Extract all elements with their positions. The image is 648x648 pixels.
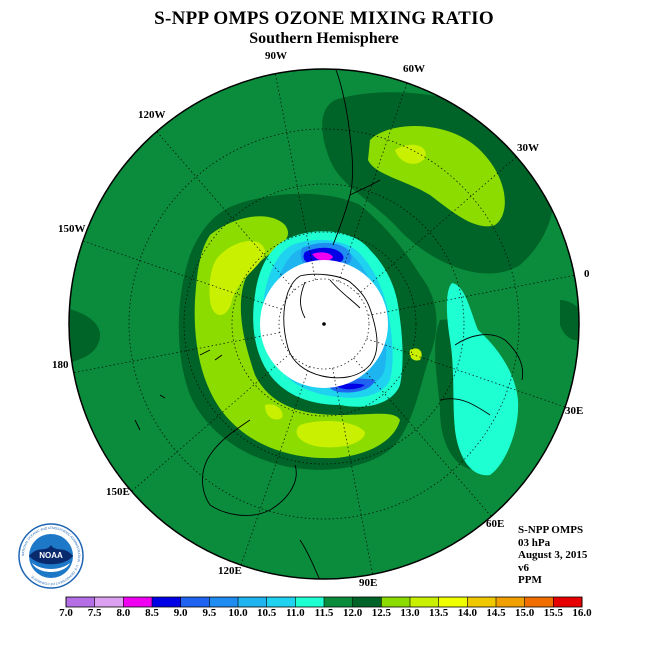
- lon-label-120w: 120W: [138, 109, 166, 121]
- colorbar-label: 13.5: [429, 607, 449, 619]
- yellow-green-ring-s: [296, 420, 365, 448]
- lon-label-90w: 90W: [265, 50, 287, 62]
- logo-text: NOAA: [39, 551, 63, 560]
- lon-label-90e: 90E: [359, 577, 378, 589]
- colorbar-label: 10.0: [228, 607, 248, 619]
- info-block: S-NPP OMPS 03 hPa August 3, 2015 v6 PPM: [518, 524, 587, 587]
- dark-green-west: [69, 306, 100, 364]
- map-border: [68, 68, 580, 580]
- colorbar-label: 9.0: [173, 607, 188, 619]
- map-title: S-NPP OMPS OZONE MIXING RATIO: [154, 8, 494, 29]
- pole-dot: [322, 322, 326, 326]
- colorbar-label: 9.5: [202, 607, 217, 619]
- yellow-green-ring-w: [209, 240, 265, 315]
- colorbar-label: 15.5: [543, 607, 563, 619]
- colorbar-label: 14.5: [486, 607, 506, 619]
- colorbar-label: 12.5: [371, 607, 391, 619]
- colorbar-label: 8.5: [145, 607, 159, 619]
- ozone-field: [69, 69, 579, 579]
- graticule: [128, 128, 520, 520]
- lon-label-30e: 30E: [565, 405, 584, 417]
- colorbar-label: 15.0: [515, 607, 535, 619]
- colorbar-label: 13.0: [400, 607, 420, 619]
- vortex-magenta: [312, 252, 333, 261]
- colorbar-label: 14.0: [457, 607, 477, 619]
- lon-label-150w: 150W: [58, 223, 86, 235]
- yellow-green-north: [395, 144, 426, 164]
- lon-label-30w: 30W: [517, 142, 539, 154]
- colorbar-label: 11.5: [314, 607, 334, 619]
- colorbar-label: 8.0: [116, 607, 131, 619]
- info-version: v6: [518, 561, 529, 574]
- dark-green-east: [560, 300, 579, 341]
- info-pressure: 03 hPa: [518, 536, 551, 549]
- lon-label-150e: 150E: [106, 486, 130, 498]
- coastlines: [134, 69, 524, 579]
- info-date: August 3, 2015: [518, 549, 588, 561]
- lon-label-180: 180: [52, 359, 69, 371]
- colorbar-label: 7.0: [59, 607, 73, 619]
- yellow-green-ring-sw: [265, 404, 283, 420]
- info-unit: PPM: [518, 574, 542, 586]
- lon-label-60e: 60E: [486, 518, 505, 530]
- colorbar-label: 16.0: [572, 607, 592, 619]
- info-instrument: S-NPP OMPS: [518, 524, 584, 536]
- noaa-logo: NOAA NATIONAL OCEANIC AND ATMOSPHERIC AD…: [18, 523, 84, 589]
- map-subtitle: Southern Hemisphere: [249, 30, 399, 47]
- lon-label-0: 0: [584, 268, 590, 280]
- colorbar-label: 7.5: [87, 607, 102, 619]
- polar-map: [68, 68, 580, 580]
- aqua-east: [446, 283, 519, 476]
- lon-label-120e: 120E: [218, 565, 242, 577]
- yellow-green-blob: [409, 348, 422, 361]
- colorbar-label: 10.5: [257, 607, 277, 619]
- colorbar-label: 11.0: [286, 607, 305, 619]
- lon-label-60w: 60W: [403, 63, 425, 75]
- colorbar-label: 12.0: [343, 607, 363, 619]
